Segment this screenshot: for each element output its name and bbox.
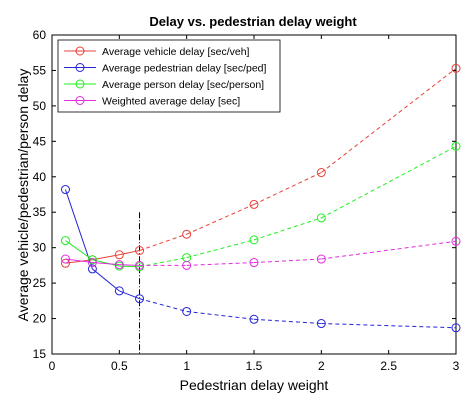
series-line-segment	[119, 250, 140, 256]
series-line-segment	[253, 172, 322, 205]
series-line-segment	[139, 233, 187, 251]
data-point	[316, 168, 326, 178]
data-point	[135, 260, 145, 270]
data-point	[60, 185, 70, 195]
series-line-segment	[321, 145, 457, 219]
legend-marker	[75, 63, 85, 72]
series-line-segment	[321, 240, 457, 260]
series-line-segment	[186, 203, 255, 235]
series-line-segment	[92, 259, 120, 267]
data-point	[182, 229, 192, 239]
data-point	[182, 260, 192, 270]
series-line-segment	[253, 258, 322, 264]
series-line-segment	[92, 268, 120, 292]
data-point	[87, 255, 97, 265]
chart-title: Delay vs. pedestrian delay weight	[149, 14, 357, 29]
data-point	[114, 260, 124, 270]
x-tick-label: 1.5	[246, 359, 263, 373]
series-line-segment	[186, 310, 255, 320]
data-point	[114, 286, 124, 296]
y-tick-label: 30	[33, 241, 47, 255]
data-point	[451, 236, 461, 246]
y-tick-label: 60	[33, 28, 47, 42]
data-point	[316, 254, 326, 264]
data-point	[114, 250, 124, 260]
legend: Average vehicle delay [sec/veh] Average p…	[57, 39, 281, 113]
legend-label: Weighted average delay [sec]	[102, 96, 240, 108]
series-line-segment	[92, 262, 120, 266]
data-point	[316, 213, 326, 223]
data-point	[451, 141, 461, 151]
y-axis-label: Average vehicle/pedestrian/person delay	[15, 69, 31, 322]
series-4	[60, 236, 461, 270]
x-tick-label: 1	[183, 359, 190, 373]
y-tick-label: 25	[33, 276, 47, 290]
series-line-segment	[253, 217, 322, 241]
data-point	[249, 314, 259, 324]
legend-entry: Average person delay [sec/person]	[64, 79, 264, 91]
data-point	[135, 294, 145, 304]
y-tick-label: 40	[33, 170, 47, 184]
x-tick-label: 3	[453, 359, 460, 373]
legend-label: Average person delay [sec/person]	[102, 79, 264, 91]
legend-marker	[75, 46, 85, 56]
x-tick-label: 0.5	[111, 359, 128, 373]
series-line-segment	[92, 254, 120, 261]
series-line-segment	[253, 318, 322, 325]
y-tick-label: 50	[33, 99, 47, 113]
legend-marker	[75, 79, 85, 89]
legend-label: Average vehicle delay [sec/veh]	[102, 46, 250, 58]
series-line-segment	[139, 298, 187, 312]
legend-entry: Weighted average delay [sec]	[64, 96, 240, 108]
series-line-segment	[186, 262, 255, 266]
series-line-segment	[65, 259, 93, 264]
legend-label: Average pedestrian delay [sec/ped]	[102, 63, 266, 75]
data-point	[451, 63, 461, 73]
data-point	[451, 323, 461, 333]
y-tick-label: 45	[33, 134, 47, 148]
y-tick-label: 15	[33, 347, 47, 361]
data-point	[249, 199, 259, 209]
x-tick-label: 2	[318, 359, 325, 373]
y-tick-label: 55	[33, 63, 47, 77]
x-tick-label: 0	[49, 359, 56, 373]
data-point	[316, 319, 326, 329]
data-point	[87, 264, 97, 274]
legend-marker	[75, 96, 85, 105]
data-point	[87, 258, 97, 268]
x-tick-label: 2.5	[380, 359, 397, 373]
y-tick-label: 20	[33, 312, 47, 326]
x-axis-label: Pedestrian delay weight	[180, 377, 329, 393]
series-line-segment	[64, 189, 93, 270]
series-line-segment	[321, 323, 457, 329]
series-line-segment	[65, 240, 93, 261]
data-point	[182, 306, 192, 316]
legend-entry: Average vehicle delay [sec/veh]	[64, 46, 250, 58]
data-point	[60, 236, 70, 246]
series-2	[60, 185, 461, 333]
data-point	[249, 235, 259, 245]
series-line-segment	[65, 258, 93, 264]
series-line-segment	[321, 67, 457, 173]
data-point	[249, 258, 259, 268]
series-1	[60, 63, 461, 268]
axis-ticks: 0 0.5 1 1.5 2 2.5 3 15 20 25 30 35 40 45 50 55 60	[33, 28, 460, 373]
data-point	[60, 254, 70, 264]
data-point	[135, 246, 145, 256]
series-line-segment	[186, 239, 255, 259]
y-tick-label: 35	[33, 205, 47, 219]
legend-entry: Average pedestrian delay [sec/ped]	[64, 63, 266, 75]
series-layer	[60, 63, 461, 333]
series-line-segment	[119, 264, 140, 266]
